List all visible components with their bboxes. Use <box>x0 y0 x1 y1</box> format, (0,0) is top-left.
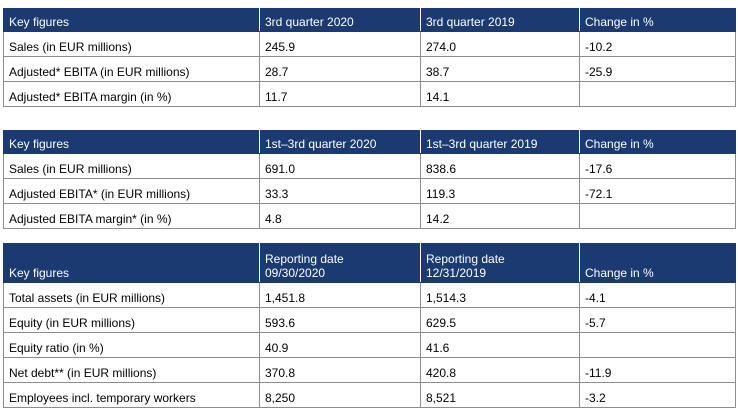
cell-value: 420.8 <box>420 357 580 383</box>
table-row: Adjusted EBITA margin* (in %) 4.8 14.2 <box>3 203 736 229</box>
table-row: Adjusted* EBITA (in EUR millions) 28.7 3… <box>3 56 736 82</box>
table-row: Sales (in EUR millions) 691.0 838.6 -17.… <box>3 153 736 179</box>
row-label: Adjusted* EBITA (in EUR millions) <box>3 56 260 82</box>
header-cell-key-figures: Key figures <box>3 243 260 283</box>
table-row: Total assets (in EUR millions) 1,451.8 1… <box>3 282 736 308</box>
cell-change <box>579 203 736 229</box>
cell-value: 119.3 <box>420 178 580 204</box>
cell-value: 40.9 <box>259 332 421 358</box>
cell-change: -5.7 <box>579 307 736 333</box>
cell-value: 370.8 <box>259 357 421 383</box>
cell-value: 14.2 <box>420 203 580 229</box>
cell-value: 33.3 <box>259 178 421 204</box>
header-cell-key-figures: Key figures <box>3 130 260 154</box>
header-line: Reporting date <box>265 252 344 266</box>
cell-change: -3.2 <box>579 382 736 408</box>
row-label: Adjusted EBITA margin* (in %) <box>3 203 260 229</box>
header-cell-key-figures: Key figures <box>3 8 260 32</box>
cell-change <box>579 332 736 358</box>
header-line: 12/31/2019 <box>426 266 487 280</box>
cell-value: 691.0 <box>259 153 421 179</box>
cell-value: 28.7 <box>259 56 421 82</box>
row-label: Net debt** (in EUR millions) <box>3 357 260 383</box>
cell-value: 11.7 <box>259 81 421 107</box>
row-label: Adjusted* EBITA margin (in %) <box>3 81 260 107</box>
header-cell-reporting-date-2020: Reporting date 09/30/2020 <box>259 243 421 283</box>
header-cell-change: Change in % <box>579 8 736 32</box>
cell-change: -10.2 <box>579 31 736 57</box>
cell-value: 14.1 <box>420 81 580 107</box>
row-label: Sales (in EUR millions) <box>3 31 260 57</box>
header-cell-change: Change in % <box>579 243 736 283</box>
table-header-row: Key figures 1st–3rd quarter 2020 1st–3rd… <box>3 130 736 154</box>
cell-value: 1,451.8 <box>259 282 421 308</box>
cell-value: 838.6 <box>420 153 580 179</box>
cell-change: -72.1 <box>579 178 736 204</box>
cell-value: 8,521 <box>420 382 580 408</box>
table-row: Adjusted* EBITA margin (in %) 11.7 14.1 <box>3 81 736 107</box>
row-label: Sales (in EUR millions) <box>3 153 260 179</box>
cell-change: -25.9 <box>579 56 736 82</box>
cell-value: 38.7 <box>420 56 580 82</box>
key-figures-table-reporting-date: Key figures Reporting date 09/30/2020 Re… <box>3 243 736 408</box>
row-label: Equity (in EUR millions) <box>3 307 260 333</box>
row-label: Total assets (in EUR millions) <box>3 282 260 308</box>
header-cell-q1-q3-2020: 1st–3rd quarter 2020 <box>259 130 421 154</box>
cell-value: 41.6 <box>420 332 580 358</box>
table-row: Net debt** (in EUR millions) 370.8 420.8… <box>3 357 736 383</box>
cell-value: 245.9 <box>259 31 421 57</box>
table-row: Adjusted EBITA* (in EUR millions) 33.3 1… <box>3 178 736 204</box>
header-cell-q3-2019: 3rd quarter 2019 <box>420 8 580 32</box>
table-row: Employees incl. temporary workers 8,250 … <box>3 382 736 408</box>
header-cell-reporting-date-2019: Reporting date 12/31/2019 <box>420 243 580 283</box>
cell-value: 629.5 <box>420 307 580 333</box>
cell-change: -4.1 <box>579 282 736 308</box>
row-label: Employees incl. temporary workers <box>3 382 260 408</box>
cell-value: 274.0 <box>420 31 580 57</box>
header-line: 09/30/2020 <box>265 266 326 280</box>
row-label: Equity ratio (in %) <box>3 332 260 358</box>
header-line: Reporting date <box>426 252 505 266</box>
cell-value: 1,514.3 <box>420 282 580 308</box>
table-header-row: Key figures 3rd quarter 2020 3rd quarter… <box>3 8 736 32</box>
table-header-row: Key figures Reporting date 09/30/2020 Re… <box>3 243 736 283</box>
header-cell-change: Change in % <box>579 130 736 154</box>
header-cell-q1-q3-2019: 1st–3rd quarter 2019 <box>420 130 580 154</box>
header-cell-q3-2020: 3rd quarter 2020 <box>259 8 421 32</box>
row-label: Adjusted EBITA* (in EUR millions) <box>3 178 260 204</box>
key-figures-table-q3: Key figures 3rd quarter 2020 3rd quarter… <box>3 8 736 107</box>
table-row: Equity (in EUR millions) 593.6 629.5 -5.… <box>3 307 736 333</box>
cell-change <box>579 81 736 107</box>
cell-change: -17.6 <box>579 153 736 179</box>
cell-value: 8,250 <box>259 382 421 408</box>
cell-change: -11.9 <box>579 357 736 383</box>
table-row: Equity ratio (in %) 40.9 41.6 <box>3 332 736 358</box>
table-row: Sales (in EUR millions) 245.9 274.0 -10.… <box>3 31 736 57</box>
cell-value: 4.8 <box>259 203 421 229</box>
key-figures-table-q1-q3: Key figures 1st–3rd quarter 2020 1st–3rd… <box>3 130 736 229</box>
cell-value: 593.6 <box>259 307 421 333</box>
